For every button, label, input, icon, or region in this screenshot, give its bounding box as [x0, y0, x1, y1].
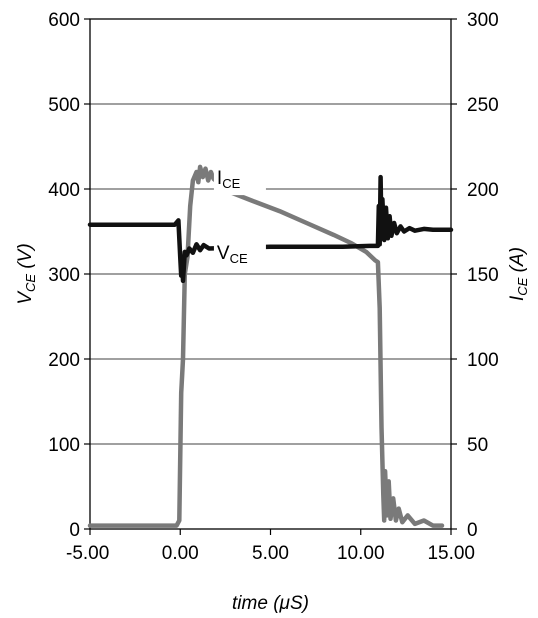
- series-annotation-1: VCE: [217, 243, 248, 266]
- series-line-vce: [87, 174, 454, 284]
- annotation-main-text: I: [217, 168, 222, 189]
- y-right-tick-label-4: 200: [467, 180, 499, 201]
- y-right-tick-label-0: 0: [467, 520, 478, 541]
- y-left-tick-label-0: 0: [69, 520, 80, 541]
- y-axis-left-title: VCE (V): [15, 243, 38, 304]
- y-right-tick-label-5: 250: [467, 95, 499, 116]
- annotation-bg-0: [213, 163, 266, 196]
- gridlines: [90, 103, 451, 445]
- y-axis-right: 0 50 100 150 200 250 300: [451, 10, 499, 541]
- y-right-tick-label-1: 50: [467, 435, 488, 456]
- y-axis-right-title: ICE (A): [507, 247, 530, 301]
- x-tick-label-2: 5.00: [252, 543, 289, 564]
- y-left-tick-label-4: 400: [48, 180, 80, 201]
- x-axis: -5.00 0.00 5.00 10.00 15.00: [66, 529, 475, 564]
- y-left-tick-label-5: 500: [48, 95, 80, 116]
- x-tick-label-3: 10.00: [337, 543, 385, 564]
- y-right-tick-label-2: 100: [467, 350, 499, 371]
- x-tick-label-4: 15.00: [427, 543, 475, 564]
- x-tick-label-1: 0.00: [162, 543, 199, 564]
- y-axis-left: 0 100 200 300 400 500 600: [48, 10, 90, 541]
- y-right-tick-label-3: 150: [467, 265, 499, 286]
- y-left-tick-label-1: 100: [48, 435, 80, 456]
- x-axis-title: time (μS): [232, 593, 309, 614]
- series-annotation-0: ICE: [217, 168, 241, 191]
- y-left-tick-label-2: 200: [48, 350, 80, 371]
- annotation-bg-1: [213, 237, 266, 270]
- x-tick-label-0: -5.00: [66, 543, 109, 564]
- annotation-sub-text: CE: [222, 176, 240, 191]
- annotation-sub-text: CE: [230, 251, 248, 266]
- annotation-main-text: V: [217, 243, 230, 264]
- series-line-ice: [87, 164, 445, 528]
- y-left-tick-label-3: 300: [48, 265, 80, 286]
- series-lines: [87, 164, 454, 528]
- y-right-tick-label-6: 300: [467, 10, 499, 31]
- y-left-tick-label-6: 600: [48, 10, 80, 31]
